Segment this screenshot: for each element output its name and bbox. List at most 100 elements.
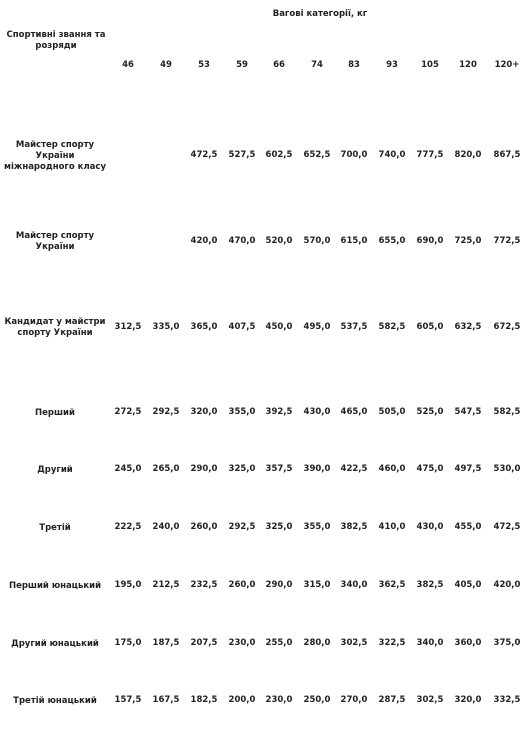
standard-value: 530,0 xyxy=(493,464,521,474)
standard-value: 207,5 xyxy=(190,638,218,648)
weight-category-header: 53 xyxy=(198,60,210,70)
standard-value: 472,5 xyxy=(493,522,521,532)
standard-value: 605,0 xyxy=(416,322,444,332)
standard-value: 265,0 xyxy=(152,464,180,474)
standard-value: 407,5 xyxy=(228,322,256,332)
standard-value: 465,0 xyxy=(340,407,368,417)
standard-value: 422,5 xyxy=(340,464,368,474)
standard-value: 290,0 xyxy=(265,580,293,590)
ranks-column-header: Спортивні звання та розряди xyxy=(6,30,106,51)
standard-value: 355,0 xyxy=(303,522,331,532)
weight-category-header: 59 xyxy=(236,60,248,70)
standard-value: 222,5 xyxy=(114,522,142,532)
standard-value: 322,5 xyxy=(378,638,406,648)
rank-label: Майстер спорту України міжнародного клас… xyxy=(4,139,106,172)
standard-value: 167,5 xyxy=(152,695,180,705)
standard-value: 420,0 xyxy=(493,580,521,590)
standard-value: 362,5 xyxy=(378,580,406,590)
standard-value: 245,0 xyxy=(114,464,142,474)
weight-category-header: 49 xyxy=(160,60,172,70)
standard-value: 382,5 xyxy=(416,580,444,590)
standard-value: 340,0 xyxy=(340,580,368,590)
weight-category-header: 93 xyxy=(386,60,398,70)
standard-value: 655,0 xyxy=(378,236,406,246)
standard-value: 325,0 xyxy=(228,464,256,474)
standard-value: 700,0 xyxy=(340,150,368,160)
standard-value: 230,0 xyxy=(265,695,293,705)
standard-value: 355,0 xyxy=(228,407,256,417)
standard-value: 270,0 xyxy=(340,695,368,705)
standard-value: 320,0 xyxy=(454,695,482,705)
standard-value: 240,0 xyxy=(152,522,180,532)
standard-value: 232,5 xyxy=(190,580,218,590)
standard-value: 365,0 xyxy=(190,322,218,332)
standard-value: 260,0 xyxy=(190,522,218,532)
weight-categories-title: Вагові категорії, кг xyxy=(272,9,368,19)
standard-value: 230,0 xyxy=(228,638,256,648)
standard-value: 652,5 xyxy=(303,150,331,160)
standard-value: 615,0 xyxy=(340,236,368,246)
standard-value: 497,5 xyxy=(454,464,482,474)
standard-value: 375,0 xyxy=(493,638,521,648)
standard-value: 867,5 xyxy=(493,150,521,160)
standard-value: 200,0 xyxy=(228,695,256,705)
standard-value: 672,5 xyxy=(493,322,521,332)
standard-value: 290,0 xyxy=(190,464,218,474)
standard-value: 250,0 xyxy=(303,695,331,705)
standard-value: 357,5 xyxy=(265,464,293,474)
weight-category-header: 120 xyxy=(459,60,477,70)
standard-value: 582,5 xyxy=(493,407,521,417)
weight-category-header: 66 xyxy=(273,60,285,70)
standard-value: 455,0 xyxy=(454,522,482,532)
standard-value: 320,0 xyxy=(190,407,218,417)
standard-value: 582,5 xyxy=(378,322,406,332)
standard-value: 195,0 xyxy=(114,580,142,590)
weight-category-header: 74 xyxy=(311,60,323,70)
standard-value: 740,0 xyxy=(378,150,406,160)
standard-value: 280,0 xyxy=(303,638,331,648)
rank-label: Майстер спорту України xyxy=(15,231,95,252)
standard-value: 537,5 xyxy=(340,322,368,332)
standard-value: 272,5 xyxy=(114,407,142,417)
standard-value: 460,0 xyxy=(378,464,406,474)
standard-value: 430,0 xyxy=(416,522,444,532)
standard-value: 602,5 xyxy=(265,150,293,160)
standard-value: 470,0 xyxy=(228,236,256,246)
standard-value: 472,5 xyxy=(190,150,218,160)
standard-value: 315,0 xyxy=(303,580,331,590)
standard-value: 382,5 xyxy=(340,522,368,532)
standard-value: 777,5 xyxy=(416,150,444,160)
standard-value: 495,0 xyxy=(303,322,331,332)
rank-label: Перший юнацький xyxy=(8,580,102,591)
rank-label: Третій xyxy=(39,522,71,533)
standard-value: 505,0 xyxy=(378,407,406,417)
standard-value: 302,5 xyxy=(340,638,368,648)
standard-value: 292,5 xyxy=(152,407,180,417)
standard-value: 175,0 xyxy=(114,638,142,648)
standard-value: 430,0 xyxy=(303,407,331,417)
standard-value: 360,0 xyxy=(454,638,482,648)
standard-value: 632,5 xyxy=(454,322,482,332)
standard-value: 182,5 xyxy=(190,695,218,705)
weight-category-header: 105 xyxy=(421,60,439,70)
standard-value: 772,5 xyxy=(493,236,521,246)
standard-value: 725,0 xyxy=(454,236,482,246)
weight-category-header: 46 xyxy=(122,60,134,70)
standard-value: 570,0 xyxy=(303,236,331,246)
standard-value: 390,0 xyxy=(303,464,331,474)
weight-category-header: 120+ xyxy=(494,60,520,70)
standard-value: 187,5 xyxy=(152,638,180,648)
standard-value: 302,5 xyxy=(416,695,444,705)
standard-value: 332,5 xyxy=(493,695,521,705)
standard-value: 410,0 xyxy=(378,522,406,532)
standard-value: 820,0 xyxy=(454,150,482,160)
standard-value: 527,5 xyxy=(228,150,256,160)
standard-value: 405,0 xyxy=(454,580,482,590)
standard-value: 547,5 xyxy=(454,407,482,417)
rank-label: Другий юнацький xyxy=(11,638,99,649)
standard-value: 287,5 xyxy=(378,695,406,705)
standard-value: 255,0 xyxy=(265,638,293,648)
standard-value: 450,0 xyxy=(265,322,293,332)
standard-value: 292,5 xyxy=(228,522,256,532)
weight-category-header: 83 xyxy=(348,60,360,70)
